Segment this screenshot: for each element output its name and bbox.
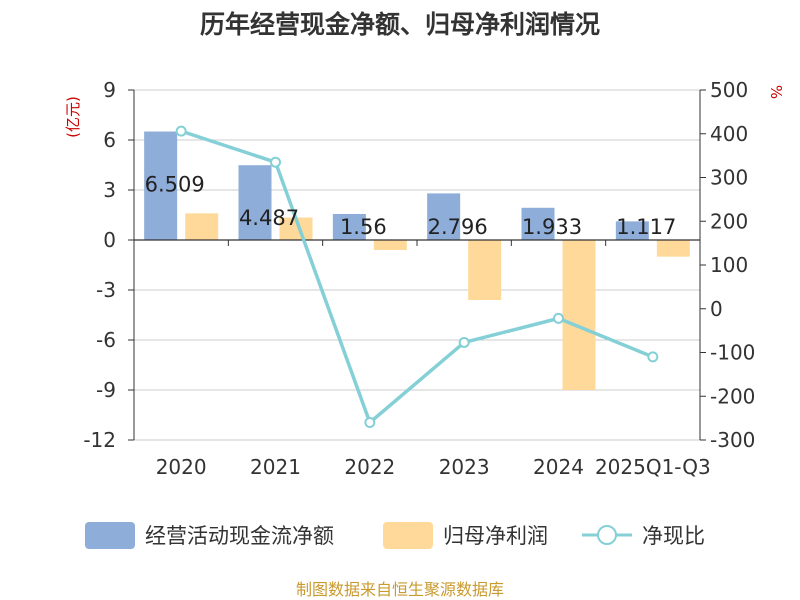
x-axis-category-label: 2021 [250, 455, 301, 479]
bar-net-profit [185, 213, 219, 240]
left-axis-tick-label: 0 [103, 228, 116, 252]
cash-ratio-point [270, 156, 281, 168]
legend-swatch-net-profit [383, 522, 433, 549]
bar-data-label: 1.933 [522, 215, 582, 239]
bar-operating-cashflow [521, 207, 555, 240]
right-axis-tick-label: -300 [710, 428, 755, 452]
axes: 9 6 3 0 -3 -6 -9 -12 500 400 300 200 100 0 -100 -200 -30… [83, 78, 755, 479]
bar-net-profit [279, 217, 313, 240]
bar-operating-cashflow [427, 193, 461, 240]
legend-label-net-profit: 归母净利润 [443, 524, 548, 548]
x-axis-category-label: 2025Q1-Q3 [595, 455, 711, 479]
bar-operating-cashflow [238, 165, 272, 240]
left-axis-tick-label: 6 [103, 128, 116, 152]
left-axis-tick-label: -3 [96, 278, 116, 302]
legend: 经营活动现金流净额 归母净利润 净现比 [85, 522, 705, 549]
right-axis-tick-label: 500 [710, 78, 748, 102]
cash-ratio-point [175, 125, 187, 137]
cash-ratio-point [553, 312, 564, 324]
left-axis-tick-label: 9 [103, 78, 116, 102]
x-axis-category-label: 2020 [156, 455, 207, 479]
source-note: 制图数据来自恒生聚源数据库 [296, 580, 504, 599]
right-axis-tick-label: 400 [710, 122, 748, 146]
right-axis-tick-label: -100 [710, 341, 755, 365]
legend-label-operating-cashflow: 经营活动现金流净额 [145, 524, 334, 548]
x-axis-category-label: 2023 [439, 455, 490, 479]
bar-data-label: 1.117 [616, 215, 676, 239]
cash-ratio-point [364, 417, 376, 428]
x-axis-category-label: 2022 [344, 455, 395, 479]
right-axis-tick-label: -200 [710, 384, 755, 408]
cash-ratio-line [180, 129, 654, 425]
ratio-line [175, 125, 659, 428]
data-labels: 6.509 4.487 1.56 2.796 1.933 1.117 [145, 173, 677, 239]
bar-data-label: 2.796 [428, 215, 488, 239]
left-axis-tick-label: 3 [103, 178, 116, 202]
right-axis-unit: % [767, 85, 785, 99]
bar-operating-cashflow [144, 131, 178, 240]
legend-item-operating-cashflow[interactable]: 经营活动现金流净额 [85, 522, 334, 549]
right-axis-tick-label: 300 [710, 166, 748, 190]
legend-item-net-profit[interactable]: 归母净利润 [383, 522, 548, 549]
chart-title: 历年经营现金净额、归母净利润情况 [200, 10, 600, 39]
left-axis-unit: (亿元) [64, 96, 82, 138]
bar-data-label: 1.56 [340, 215, 387, 239]
left-axis-tick-label: -12 [83, 428, 116, 452]
legend-label-cash-ratio: 净现比 [642, 524, 705, 548]
right-axis-tick-label: 0 [710, 297, 723, 321]
left-axis-tick-label: -6 [96, 328, 116, 352]
right-axis-tick-label: 200 [710, 209, 748, 233]
right-axis-tick-label: 100 [710, 253, 748, 277]
x-axis-category-label: 2024 [533, 455, 584, 479]
bar-net-profit [656, 240, 690, 257]
bar-net-profit [562, 240, 596, 390]
bar-data-label: 4.487 [239, 206, 299, 230]
cash-ratio-point [458, 336, 470, 348]
legend-swatch-cash-ratio-marker [597, 525, 617, 545]
left-axis-tick-label: -9 [96, 378, 116, 402]
cash-ratio-point [647, 351, 659, 363]
bar-net-profit [468, 240, 502, 300]
bar-operating-cashflow [615, 221, 649, 240]
bar-net-profit [373, 240, 407, 250]
bar-data-label: 6.509 [145, 173, 205, 197]
bar-operating-cashflow [332, 214, 366, 240]
legend-item-cash-ratio[interactable]: 净现比 [582, 524, 705, 548]
legend-swatch-operating-cashflow [85, 522, 135, 549]
bars [144, 131, 690, 390]
